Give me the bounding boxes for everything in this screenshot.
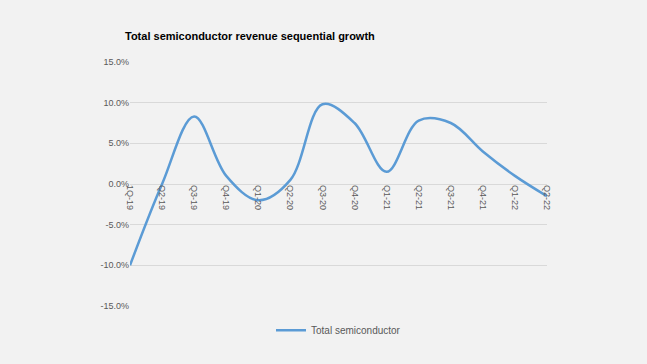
svg-text:10.0%: 10.0% (103, 98, 129, 108)
svg-text:5.0%: 5.0% (108, 138, 129, 148)
svg-text:Q2-22: Q2-22 (542, 185, 552, 210)
svg-text:Q4-20: Q4-20 (350, 185, 360, 210)
svg-text:Q1-22: Q1-22 (510, 185, 520, 210)
svg-text:Q2-20: Q2-20 (285, 185, 295, 210)
svg-text:Total semiconductor revenue se: Total semiconductor revenue sequential g… (125, 30, 375, 42)
svg-text:1Q-19: 1Q-19 (125, 185, 135, 210)
svg-text:Q4-21: Q4-21 (478, 185, 488, 210)
svg-text:15.0%: 15.0% (103, 57, 129, 67)
svg-text:Q1-21: Q1-21 (382, 185, 392, 210)
svg-text:Total semiconductor: Total semiconductor (311, 325, 401, 336)
svg-text:-10.0%: -10.0% (100, 260, 129, 270)
svg-text:Q3-20: Q3-20 (318, 185, 328, 210)
svg-text:Q2-19: Q2-19 (157, 185, 167, 210)
svg-text:Q4-19: Q4-19 (221, 185, 231, 210)
svg-text:-15.0%: -15.0% (100, 301, 129, 311)
svg-text:Q2-21: Q2-21 (414, 185, 424, 210)
svg-text:Q3-19: Q3-19 (189, 185, 199, 210)
svg-text:-5.0%: -5.0% (105, 220, 129, 230)
svg-text:0.0%: 0.0% (108, 179, 129, 189)
svg-text:Q1-20: Q1-20 (253, 185, 263, 210)
svg-text:Q3-21: Q3-21 (446, 185, 456, 210)
